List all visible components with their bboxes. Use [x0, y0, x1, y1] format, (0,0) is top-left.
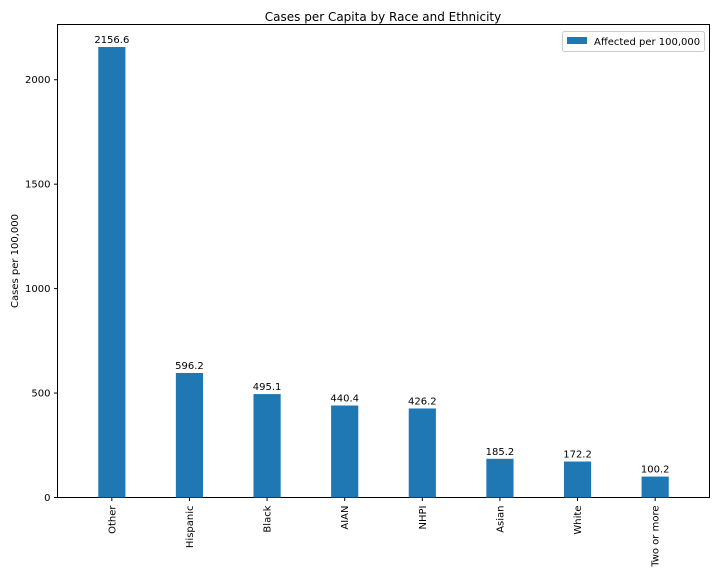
x-tick-label-aian: AIAN	[340, 506, 351, 530]
value-label-white: 172.2	[563, 450, 592, 461]
x-tick-label-two-or-more: Two or more	[651, 506, 662, 568]
y-tick-label-0: 0	[44, 493, 50, 504]
value-label-asian: 185.2	[486, 447, 515, 458]
bar-nhpi	[408, 408, 436, 498]
y-tick-label-500: 500	[31, 389, 50, 400]
x-tick-label-nhpi: NHPI	[418, 506, 429, 530]
x-axis: Other Hispanic Black AIAN NHPI Asian White Two …	[107, 497, 662, 568]
x-tick-label-other: Other	[107, 505, 118, 534]
bar-two-or-more	[641, 476, 669, 498]
legend-label: Affected per 100,000	[594, 37, 700, 48]
legend: Affected per 100,000	[562, 31, 705, 52]
bar-other	[98, 47, 126, 498]
y-axis-title: Cases per 100,000	[10, 214, 21, 308]
y-axis: 0 500 1000 1500 2000	[25, 75, 58, 504]
legend-swatch	[567, 37, 587, 44]
bar-white	[563, 461, 592, 498]
value-label-aian: 440.4	[330, 394, 359, 405]
value-label-nhpi: 426.2	[408, 396, 437, 407]
x-tick-label-hispanic: Hispanic	[185, 506, 196, 549]
bar-asian	[486, 458, 514, 498]
value-label-two-or-more: 100.2	[641, 465, 670, 476]
y-tick-label-2000: 2000	[25, 75, 50, 86]
bars	[98, 47, 669, 498]
plot-frame	[57, 24, 710, 498]
value-labels: 2156.6 596.2 495.1 440.4 426.2 185.2 172.2 100.…	[94, 35, 669, 476]
bar-aian	[331, 405, 359, 498]
legend-box	[562, 31, 705, 52]
y-tick-label-1000: 1000	[25, 284, 50, 295]
y-tick-label-1500: 1500	[25, 180, 50, 191]
value-label-black: 495.1	[253, 382, 282, 393]
x-tick-label-black: Black	[263, 505, 274, 532]
value-label-other: 2156.6	[94, 35, 129, 46]
bar-hispanic	[175, 372, 204, 498]
chart-title: Cases per Capita by Race and Ethnicity	[265, 10, 501, 24]
x-tick-label-asian: Asian	[495, 506, 506, 533]
x-tick-label-white: White	[573, 506, 584, 535]
plot-area	[57, 24, 710, 498]
value-label-hispanic: 596.2	[175, 361, 204, 372]
bar-black	[253, 394, 281, 498]
